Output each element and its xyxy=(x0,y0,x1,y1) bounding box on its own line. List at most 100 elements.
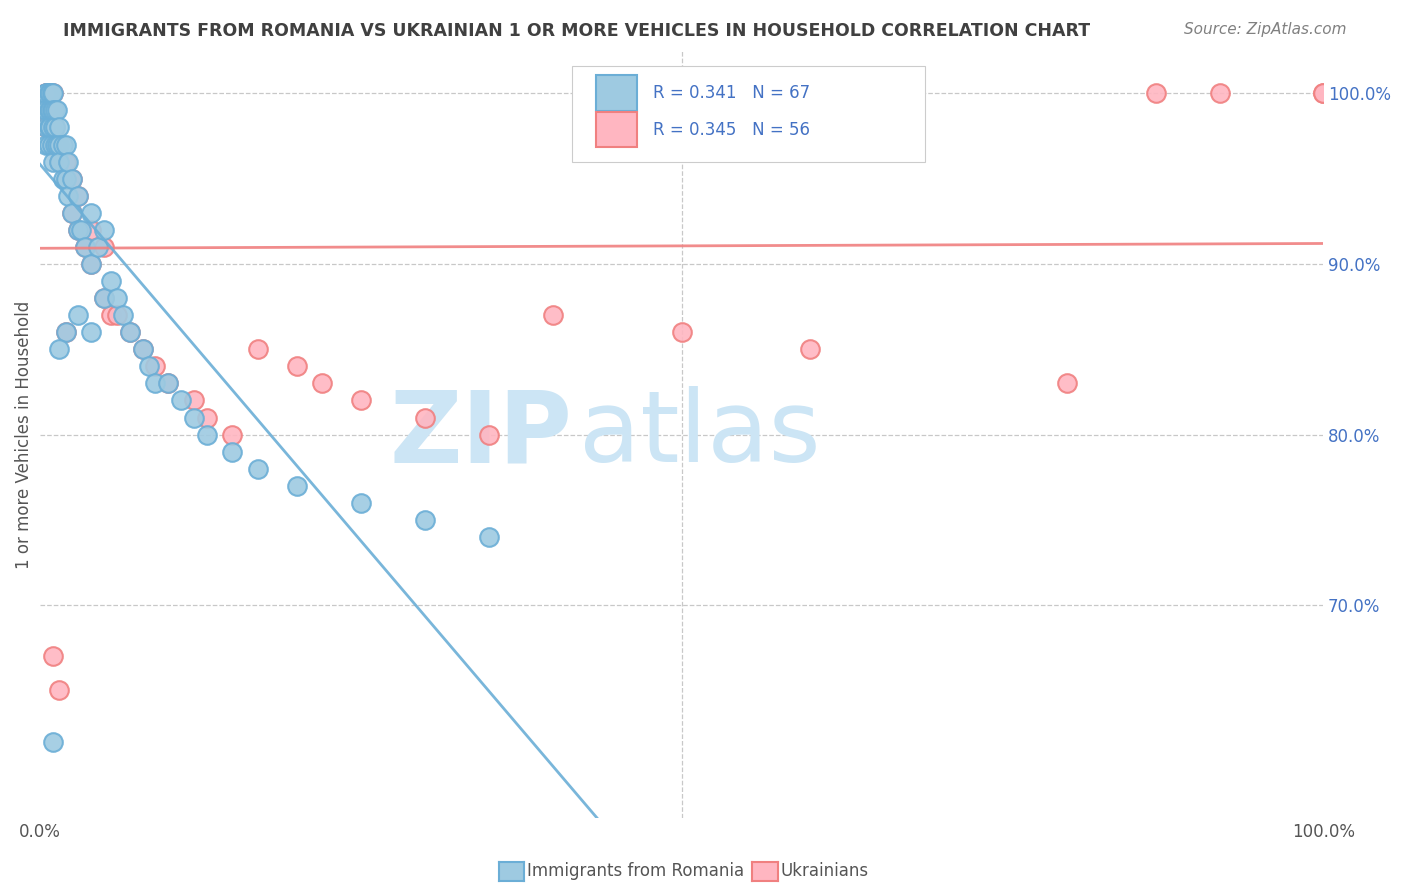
Point xyxy=(41,137,63,152)
Point xyxy=(48,120,70,135)
Point xyxy=(58,154,80,169)
Point xyxy=(112,308,135,322)
Point xyxy=(42,649,65,664)
Point xyxy=(35,87,58,101)
Point xyxy=(1209,87,1232,101)
Point xyxy=(138,359,160,374)
Point xyxy=(183,410,205,425)
Point xyxy=(285,479,308,493)
Point xyxy=(45,103,67,118)
Point xyxy=(221,427,243,442)
Point xyxy=(35,103,58,118)
Point xyxy=(38,103,60,118)
Point xyxy=(221,444,243,458)
Point xyxy=(48,154,70,169)
Point xyxy=(44,137,66,152)
Point xyxy=(55,325,77,339)
Point xyxy=(131,343,153,357)
Point xyxy=(170,393,193,408)
Point xyxy=(44,120,66,135)
Point xyxy=(35,120,58,135)
Point xyxy=(80,257,103,271)
Text: Immigrants from Romania: Immigrants from Romania xyxy=(527,862,744,880)
Point xyxy=(80,257,103,271)
Point xyxy=(80,325,103,339)
Point xyxy=(67,308,90,322)
Point xyxy=(42,87,65,101)
Point xyxy=(42,120,65,135)
Point xyxy=(73,240,96,254)
Point xyxy=(55,171,77,186)
FancyBboxPatch shape xyxy=(596,75,637,111)
Point xyxy=(478,427,501,442)
Point xyxy=(105,291,128,305)
Point xyxy=(413,513,436,527)
Point xyxy=(350,496,373,510)
Point xyxy=(73,240,96,254)
Point xyxy=(48,683,70,698)
Point xyxy=(38,103,60,118)
Point xyxy=(118,325,141,339)
Point xyxy=(38,120,60,135)
Point xyxy=(48,137,70,152)
Point xyxy=(93,223,115,237)
Point xyxy=(39,120,62,135)
Point xyxy=(86,240,108,254)
Point xyxy=(42,87,65,101)
Point xyxy=(70,223,93,237)
Point xyxy=(38,87,60,101)
Point xyxy=(145,376,167,391)
Point xyxy=(131,343,153,357)
FancyBboxPatch shape xyxy=(596,112,637,147)
Point xyxy=(58,188,80,202)
Point xyxy=(247,461,270,475)
Point xyxy=(41,103,63,118)
Point xyxy=(48,137,70,152)
Point xyxy=(541,308,564,322)
FancyBboxPatch shape xyxy=(572,66,925,162)
Text: Source: ZipAtlas.com: Source: ZipAtlas.com xyxy=(1184,22,1347,37)
Text: ZIP: ZIP xyxy=(389,386,572,483)
Point xyxy=(35,103,58,118)
Point xyxy=(52,154,75,169)
Point xyxy=(41,137,63,152)
Point xyxy=(67,188,90,202)
Point xyxy=(35,103,58,118)
Point xyxy=(1312,87,1334,101)
Point xyxy=(48,154,70,169)
Point xyxy=(35,87,58,101)
Point xyxy=(100,308,122,322)
Point xyxy=(60,171,83,186)
Point xyxy=(93,291,115,305)
Point xyxy=(157,376,180,391)
Text: R = 0.345   N = 56: R = 0.345 N = 56 xyxy=(654,120,810,139)
Point xyxy=(799,343,821,357)
Point xyxy=(67,223,90,237)
Point xyxy=(52,137,75,152)
Point xyxy=(1312,87,1334,101)
Point xyxy=(39,103,62,118)
Point xyxy=(38,87,60,101)
Point xyxy=(183,393,205,408)
Point xyxy=(55,325,77,339)
Point xyxy=(413,410,436,425)
Point xyxy=(350,393,373,408)
Point xyxy=(1056,376,1078,391)
Text: atlas: atlas xyxy=(579,386,821,483)
Point xyxy=(45,137,67,152)
Point xyxy=(41,87,63,101)
Text: Ukrainians: Ukrainians xyxy=(780,862,869,880)
Point xyxy=(55,137,77,152)
Point xyxy=(44,103,66,118)
Point xyxy=(42,103,65,118)
Point xyxy=(80,206,103,220)
Point xyxy=(67,188,90,202)
Point xyxy=(100,274,122,288)
Point xyxy=(157,376,180,391)
Point xyxy=(35,120,58,135)
Text: IMMIGRANTS FROM ROMANIA VS UKRAINIAN 1 OR MORE VEHICLES IN HOUSEHOLD CORRELATION: IMMIGRANTS FROM ROMANIA VS UKRAINIAN 1 O… xyxy=(63,22,1091,40)
Point xyxy=(39,87,62,101)
Point xyxy=(67,223,90,237)
Point xyxy=(35,87,58,101)
Point xyxy=(42,120,65,135)
